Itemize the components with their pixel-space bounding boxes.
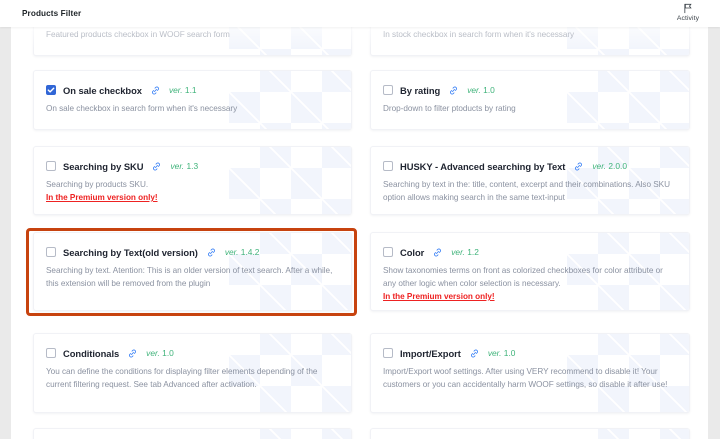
version-prefix: ver. (146, 348, 160, 358)
card-description: Drop-down to filter ptoducts by rating (383, 104, 516, 113)
link-icon[interactable] (449, 86, 458, 95)
version-prefix: ver. (170, 161, 185, 171)
card-title: Searching by Text(old version) (63, 246, 198, 258)
enable-checkbox[interactable] (46, 161, 56, 171)
extension-card[interactable] (370, 428, 690, 439)
extension-card-by-rating[interactable]: By rating ver. 1.0 Drop-down to filter p… (370, 70, 690, 130)
version-number: 1.2 (467, 247, 479, 257)
enable-checkbox[interactable] (383, 85, 393, 95)
extension-card-import-export[interactable]: Import/Export ver. 1.0 Import/Export woo… (370, 333, 690, 413)
card-description: On sale checkbox in search form when it'… (46, 104, 238, 113)
card-description: Featured products checkbox in WOOF searc… (46, 30, 230, 39)
version-prefix: ver. (487, 348, 502, 358)
card-header: HUSKY - Advanced searching by Text ver. … (383, 160, 677, 172)
card-description: You can define the conditions for displa… (46, 367, 318, 389)
card-title: Import/Export (400, 347, 461, 359)
extension-card-color[interactable]: Color ver. 1.2 Show taxonomies terms on … (370, 232, 690, 311)
extension-card-searching-by-sku[interactable]: Searching by SKU ver. 1.3 Searching by p… (33, 146, 352, 215)
diamond-pattern-decoration (229, 429, 351, 439)
link-icon[interactable] (470, 349, 479, 358)
card-header: Color ver. 1.2 (383, 246, 677, 258)
version-number: 1.4.2 (240, 247, 260, 257)
version-label: ver. 1.4.2 (225, 247, 260, 257)
version-prefix: ver. (467, 85, 481, 95)
enable-checkbox[interactable] (383, 348, 393, 358)
premium-note[interactable]: In the Premium version only! (46, 193, 158, 202)
link-icon[interactable] (152, 162, 161, 171)
version-label: ver. 1.0 (467, 85, 495, 95)
link-icon[interactable] (207, 248, 216, 257)
card-header: By rating ver. 1.0 (383, 84, 677, 96)
card-header: Searching by SKU ver. 1.3 (46, 160, 339, 172)
extensions-list-panel: Featured products checkbox in WOOF searc… (11, 27, 708, 439)
app-header: Products Filter Activity (0, 0, 720, 27)
version-number: 1.0 (162, 348, 174, 358)
extension-card-searching-by-text-old[interactable]: Searching by Text(old version) ver. 1.4.… (33, 232, 352, 311)
version-number: 1.3 (186, 161, 199, 171)
enable-checkbox[interactable] (383, 161, 393, 171)
card-title: Conditionals (63, 347, 120, 359)
check-icon (47, 87, 55, 93)
card-description: Searching by text in the: title, content… (383, 180, 670, 202)
flag-icon (684, 3, 692, 14)
extension-card-husky-advanced-search[interactable]: HUSKY - Advanced searching by Text ver. … (370, 146, 690, 215)
version-label: ver. 1.3 (170, 161, 198, 171)
version-number: 1.0 (483, 85, 495, 95)
card-header: Conditionals ver. 1.0 (46, 347, 339, 359)
extension-card-conditionals[interactable]: Conditionals ver. 1.0 You can define the… (33, 333, 352, 413)
activity-button[interactable]: Activity (668, 3, 708, 22)
version-label: ver. 1.2 (451, 247, 479, 257)
enable-checkbox[interactable] (46, 247, 56, 257)
link-icon[interactable] (151, 86, 160, 95)
version-label: ver. 1.0 (146, 348, 174, 358)
version-prefix: ver. (592, 161, 607, 171)
link-icon[interactable] (433, 248, 442, 257)
card-title: By rating (400, 84, 441, 96)
card-description: Searching by text. Atention: This is an … (46, 266, 333, 288)
link-icon[interactable] (574, 162, 583, 171)
version-label: ver. 1.0 (488, 348, 516, 358)
extension-card-on-sale-checkbox[interactable]: On sale checkbox ver. 1.1 On sale checkb… (33, 70, 352, 130)
card-description: Import/Export woof settings. After using… (383, 367, 668, 389)
card-description: Searching by products SKU. (46, 180, 149, 189)
card-header: Searching by Text(old version) ver. 1.4.… (46, 246, 339, 258)
version-label: ver. 2.0.0 (592, 161, 627, 171)
card-header: Import/Export ver. 1.0 (383, 347, 677, 359)
card-title: Searching by SKU (63, 160, 144, 172)
page-title: Products Filter (22, 9, 82, 18)
activity-label: Activity (676, 15, 700, 22)
enable-checkbox[interactable] (46, 85, 56, 95)
version-prefix: ver. (224, 247, 239, 257)
enable-checkbox[interactable] (383, 247, 393, 257)
card-title: Color (400, 246, 425, 258)
enable-checkbox[interactable] (46, 348, 56, 358)
version-number: 1.0 (503, 348, 516, 358)
diamond-pattern-decoration (567, 429, 689, 439)
extension-card[interactable]: Featured products checkbox in WOOF searc… (33, 27, 352, 56)
version-prefix: ver. (451, 247, 465, 257)
card-title: On sale checkbox (63, 84, 142, 96)
extension-card[interactable]: In stock checkbox in search form when it… (370, 27, 690, 56)
version-number: 1.1 (184, 85, 197, 95)
card-title: HUSKY - Advanced searching by Text (400, 160, 566, 172)
version-label: ver. 1.1 (169, 85, 197, 95)
card-description: Show taxonomies terms on front as colori… (383, 266, 663, 288)
card-header: On sale checkbox ver. 1.1 (46, 84, 339, 96)
version-prefix: ver. (168, 85, 183, 95)
card-description: In stock checkbox in search form when it… (383, 30, 575, 39)
extension-card[interactable] (33, 428, 352, 439)
link-icon[interactable] (128, 349, 137, 358)
version-number: 2.0.0 (608, 161, 627, 171)
premium-note[interactable]: In the Premium version only! (383, 292, 495, 301)
